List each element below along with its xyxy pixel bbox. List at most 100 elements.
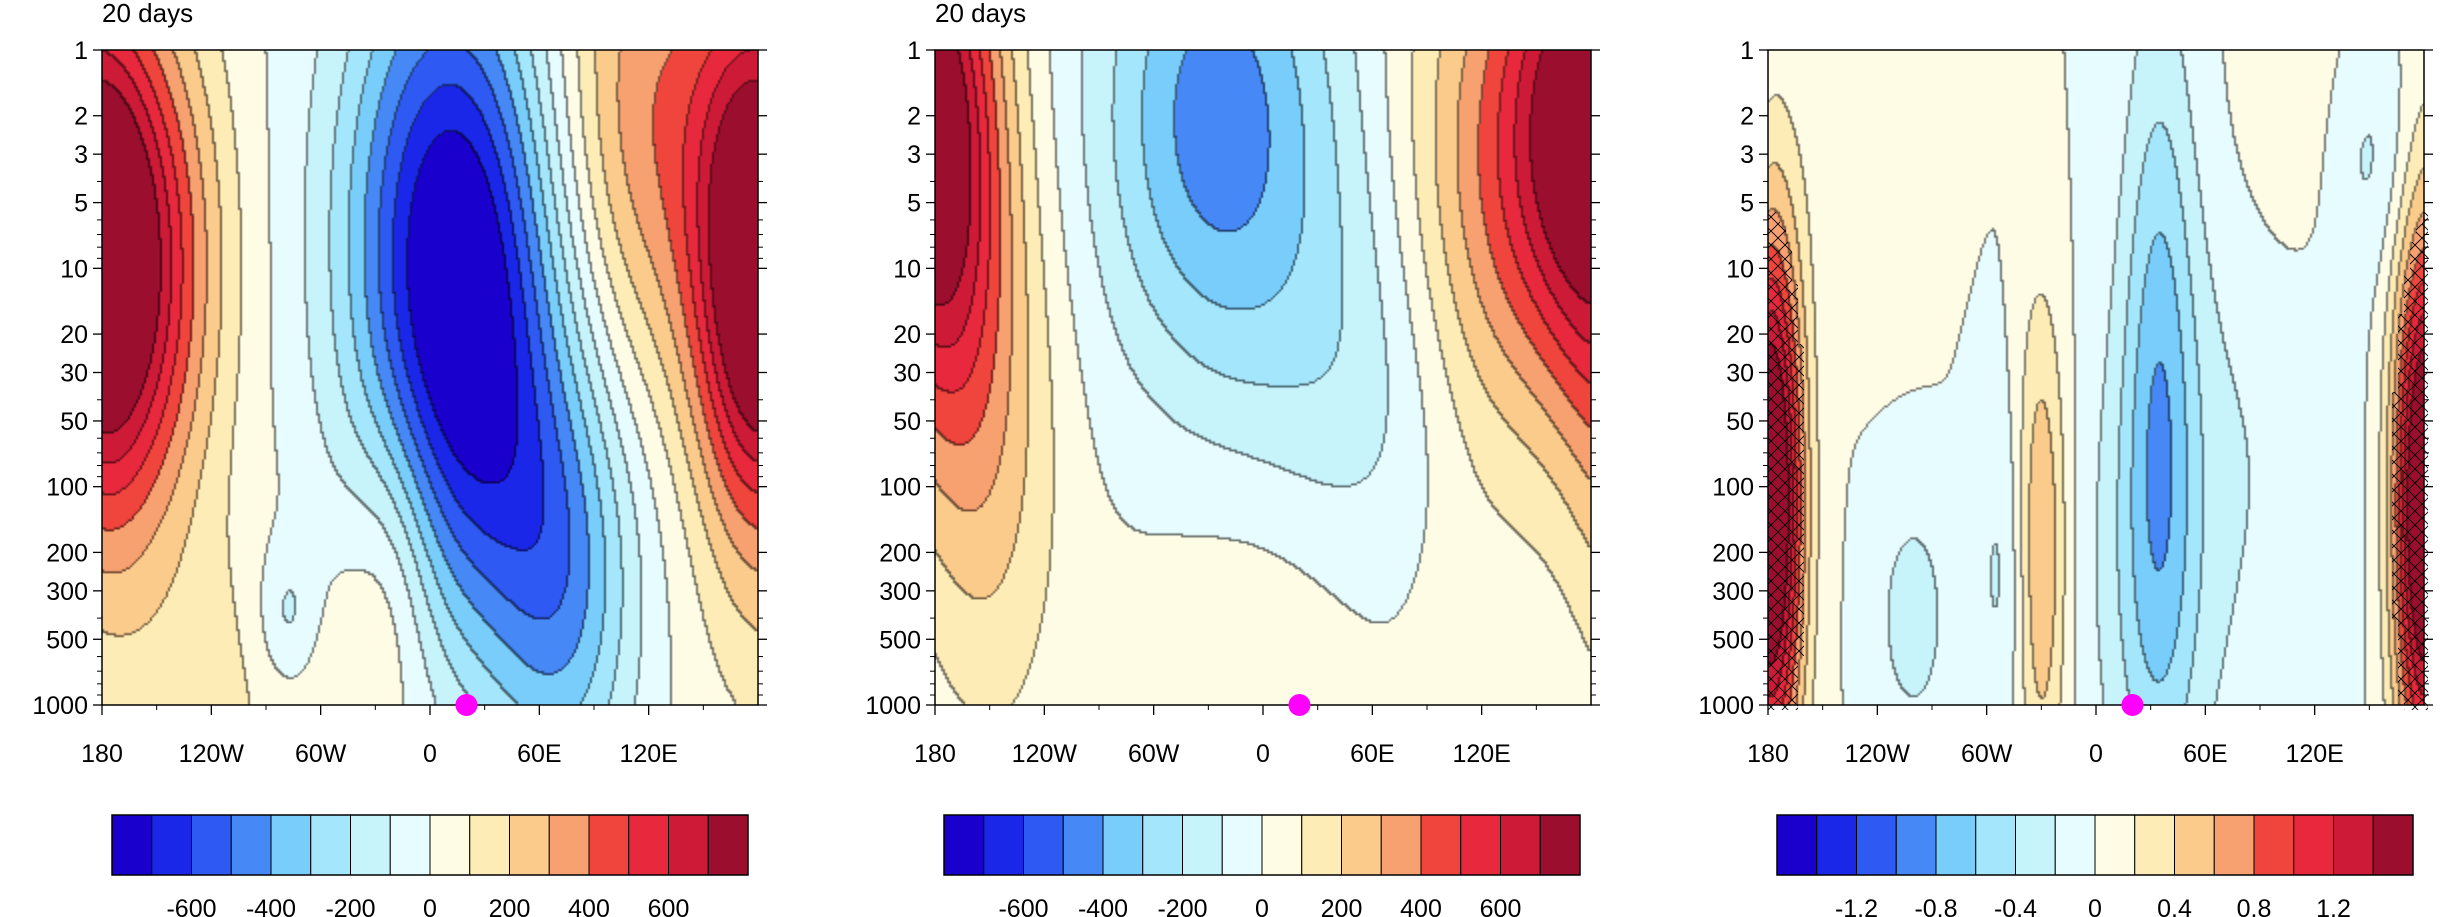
colorbar-swatch (588, 814, 630, 876)
colorbar-swatch (2293, 814, 2334, 876)
colorbar-swatch (628, 814, 669, 876)
colorbar-swatch (1261, 814, 1303, 876)
colorbar-swatch (429, 814, 471, 876)
y-tick-label: 20 (60, 321, 88, 349)
x-tick-label: 180 (81, 740, 123, 768)
y-tick-label: 200 (46, 539, 88, 567)
colorbar-swatch (2094, 814, 2136, 876)
colorbar-swatch (2134, 814, 2175, 876)
colorbar-label: 200 (489, 895, 531, 917)
colorbar-swatch (1500, 814, 1541, 876)
colorbar-label: -400 (1078, 895, 1128, 917)
colorbar-swatch (1776, 814, 1818, 876)
colorbar-swatch (668, 814, 709, 876)
colorbar-label: -600 (166, 895, 216, 917)
x-tick-label: 120W (179, 740, 245, 768)
x-tick-label: 60W (1961, 740, 2013, 768)
x-tick-label: 60W (1128, 740, 1180, 768)
y-tick-label: 1 (74, 37, 88, 65)
colorbar-label: 0.8 (2237, 895, 2272, 917)
colorbar: -600 -400 -200 0 200 400 600 (943, 814, 1581, 917)
colorbar-swatch (2054, 814, 2096, 876)
colorbar-label: -200 (325, 895, 375, 917)
y-tick-label: 100 (1712, 474, 1754, 502)
colorbar-label: -200 (1157, 895, 1207, 917)
y-tick-label: 300 (879, 578, 921, 606)
y-tick-label: 30 (893, 360, 921, 388)
colorbar-swatch (1460, 814, 1501, 876)
x-tick-label: 0 (2089, 740, 2103, 768)
colorbar-swatch (1380, 814, 1422, 876)
colorbar-label: 600 (1480, 895, 1522, 917)
colorbar: -600 -400 -200 0 200 400 600 (111, 814, 749, 917)
y-tick-label: 10 (893, 255, 921, 283)
y-tick-label: 10 (1726, 255, 1754, 283)
y-tick-label: 10 (60, 255, 88, 283)
colorbar-swatch (191, 814, 232, 876)
location-marker (1288, 694, 1311, 716)
y-tick-label: 5 (1740, 190, 1754, 218)
colorbar-swatch (943, 814, 985, 876)
y-tick-label: 500 (879, 626, 921, 654)
x-tick-label: 180 (1747, 740, 1789, 768)
colorbar-swatch (230, 814, 272, 876)
colorbar-swatch (2253, 814, 2295, 876)
colorbar-swatch (469, 814, 510, 876)
x-tick-label: 120E (1452, 740, 1510, 768)
location-marker (455, 694, 478, 716)
colorbar-swatch (2333, 814, 2374, 876)
x-tick-label: 180 (914, 740, 956, 768)
colorbar-swatch (1023, 814, 1064, 876)
colorbar-swatch (2372, 814, 2414, 876)
colorbar-label: 200 (1321, 895, 1363, 917)
colorbar-swatch (2015, 814, 2056, 876)
colorbar-swatch (111, 814, 153, 876)
x-tick-label: 0 (1256, 740, 1270, 768)
y-tick-label: 2 (74, 103, 88, 131)
chart-panel-1: 1 2 3 5 10 20 30 50 100 200 300 500 1000 180 120W 60W 0 6… (32, 0, 767, 917)
chart-panel-2: 1 2 3 5 10 20 30 50 100 200 300 500 1000 180 120W 60W 0 6… (865, 0, 1600, 917)
y-tick-label: 100 (46, 474, 88, 502)
y-tick-label: 20 (893, 321, 921, 349)
y-tick-label: 2 (907, 103, 921, 131)
y-tick-label: 50 (893, 408, 921, 436)
colorbar-swatch (1856, 814, 1897, 876)
chart-panel-3: 1 2 3 5 10 20 30 50 100 200 300 500 1000 180 120W 60W 0 6… (1698, 37, 2433, 917)
significance-hatching (1768, 212, 2428, 710)
colorbar-label: -0.8 (1914, 895, 1957, 917)
colorbar-swatch (1341, 814, 1382, 876)
colorbar-swatch (1182, 814, 1223, 876)
colorbar-swatch (1142, 814, 1183, 876)
colorbar-swatch (707, 814, 749, 876)
y-tick-label: 200 (1712, 539, 1754, 567)
y-tick-label: 200 (879, 539, 921, 567)
colorbar-swatch (389, 814, 431, 876)
colorbar-label: 0 (2088, 895, 2102, 917)
x-tick-label: 60W (295, 740, 347, 768)
x-tick-label: 120W (1012, 740, 1078, 768)
y-tick-label: 3 (907, 141, 921, 169)
colorbar-swatch (2174, 814, 2215, 876)
colorbar-label: -600 (998, 895, 1048, 917)
colorbar-swatch (509, 814, 550, 876)
colorbar-label: -400 (246, 895, 296, 917)
colorbar-swatch (151, 814, 192, 876)
colorbar-frame (1776, 814, 2414, 876)
colorbar-swatch (1816, 814, 1857, 876)
colorbar-label: 1.2 (2316, 895, 2351, 917)
y-tick-label: 30 (60, 360, 88, 388)
colorbar: -1.2 -0.8 -0.4 0 0.4 0.8 1.2 (1776, 814, 2414, 917)
colorbar-swatch (1935, 814, 1977, 876)
colorbar-label: 0 (1255, 895, 1269, 917)
colorbar-swatch (1975, 814, 2016, 876)
y-tick-label: 2 (1740, 103, 1754, 131)
colorbar-label: 0 (423, 895, 437, 917)
y-tick-label: 5 (907, 190, 921, 218)
colorbar-swatch (310, 814, 351, 876)
location-marker (2121, 694, 2144, 716)
y-tick-label: 500 (46, 626, 88, 654)
colorbar-swatch (1221, 814, 1263, 876)
y-tick-label: 300 (46, 578, 88, 606)
colorbar-swatch (350, 814, 391, 876)
